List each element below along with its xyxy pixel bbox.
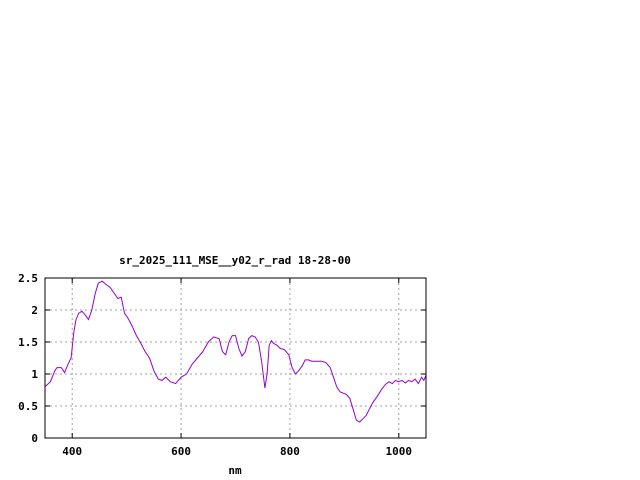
plot-frame bbox=[44, 277, 427, 439]
series-layer bbox=[44, 280, 427, 423]
x-axis-label: nm bbox=[228, 464, 242, 477]
tick-labels: 0 0.5 1 1.5 2 2.5 400 600 800 1000 bbox=[18, 272, 412, 458]
y-tick-label: 2 bbox=[31, 304, 38, 317]
grid-lines bbox=[45, 278, 426, 438]
y-tick-label: 2.5 bbox=[18, 272, 38, 285]
x-tick-label: 800 bbox=[280, 445, 300, 458]
y-tick-label: 1.5 bbox=[18, 336, 38, 349]
x-tick-label: 1000 bbox=[386, 445, 413, 458]
y-tick-label: 1 bbox=[31, 368, 38, 381]
x-tick-label: 600 bbox=[171, 445, 191, 458]
chart-title: sr_2025_111_MSE__y02_r_rad 18-28-00 bbox=[119, 254, 351, 267]
x-tick-label: 400 bbox=[62, 445, 82, 458]
axis-ticks bbox=[45, 277, 426, 439]
y-tick-label: 0 bbox=[31, 432, 38, 445]
series-line bbox=[44, 280, 427, 423]
y-tick-label: 0.5 bbox=[18, 400, 38, 413]
